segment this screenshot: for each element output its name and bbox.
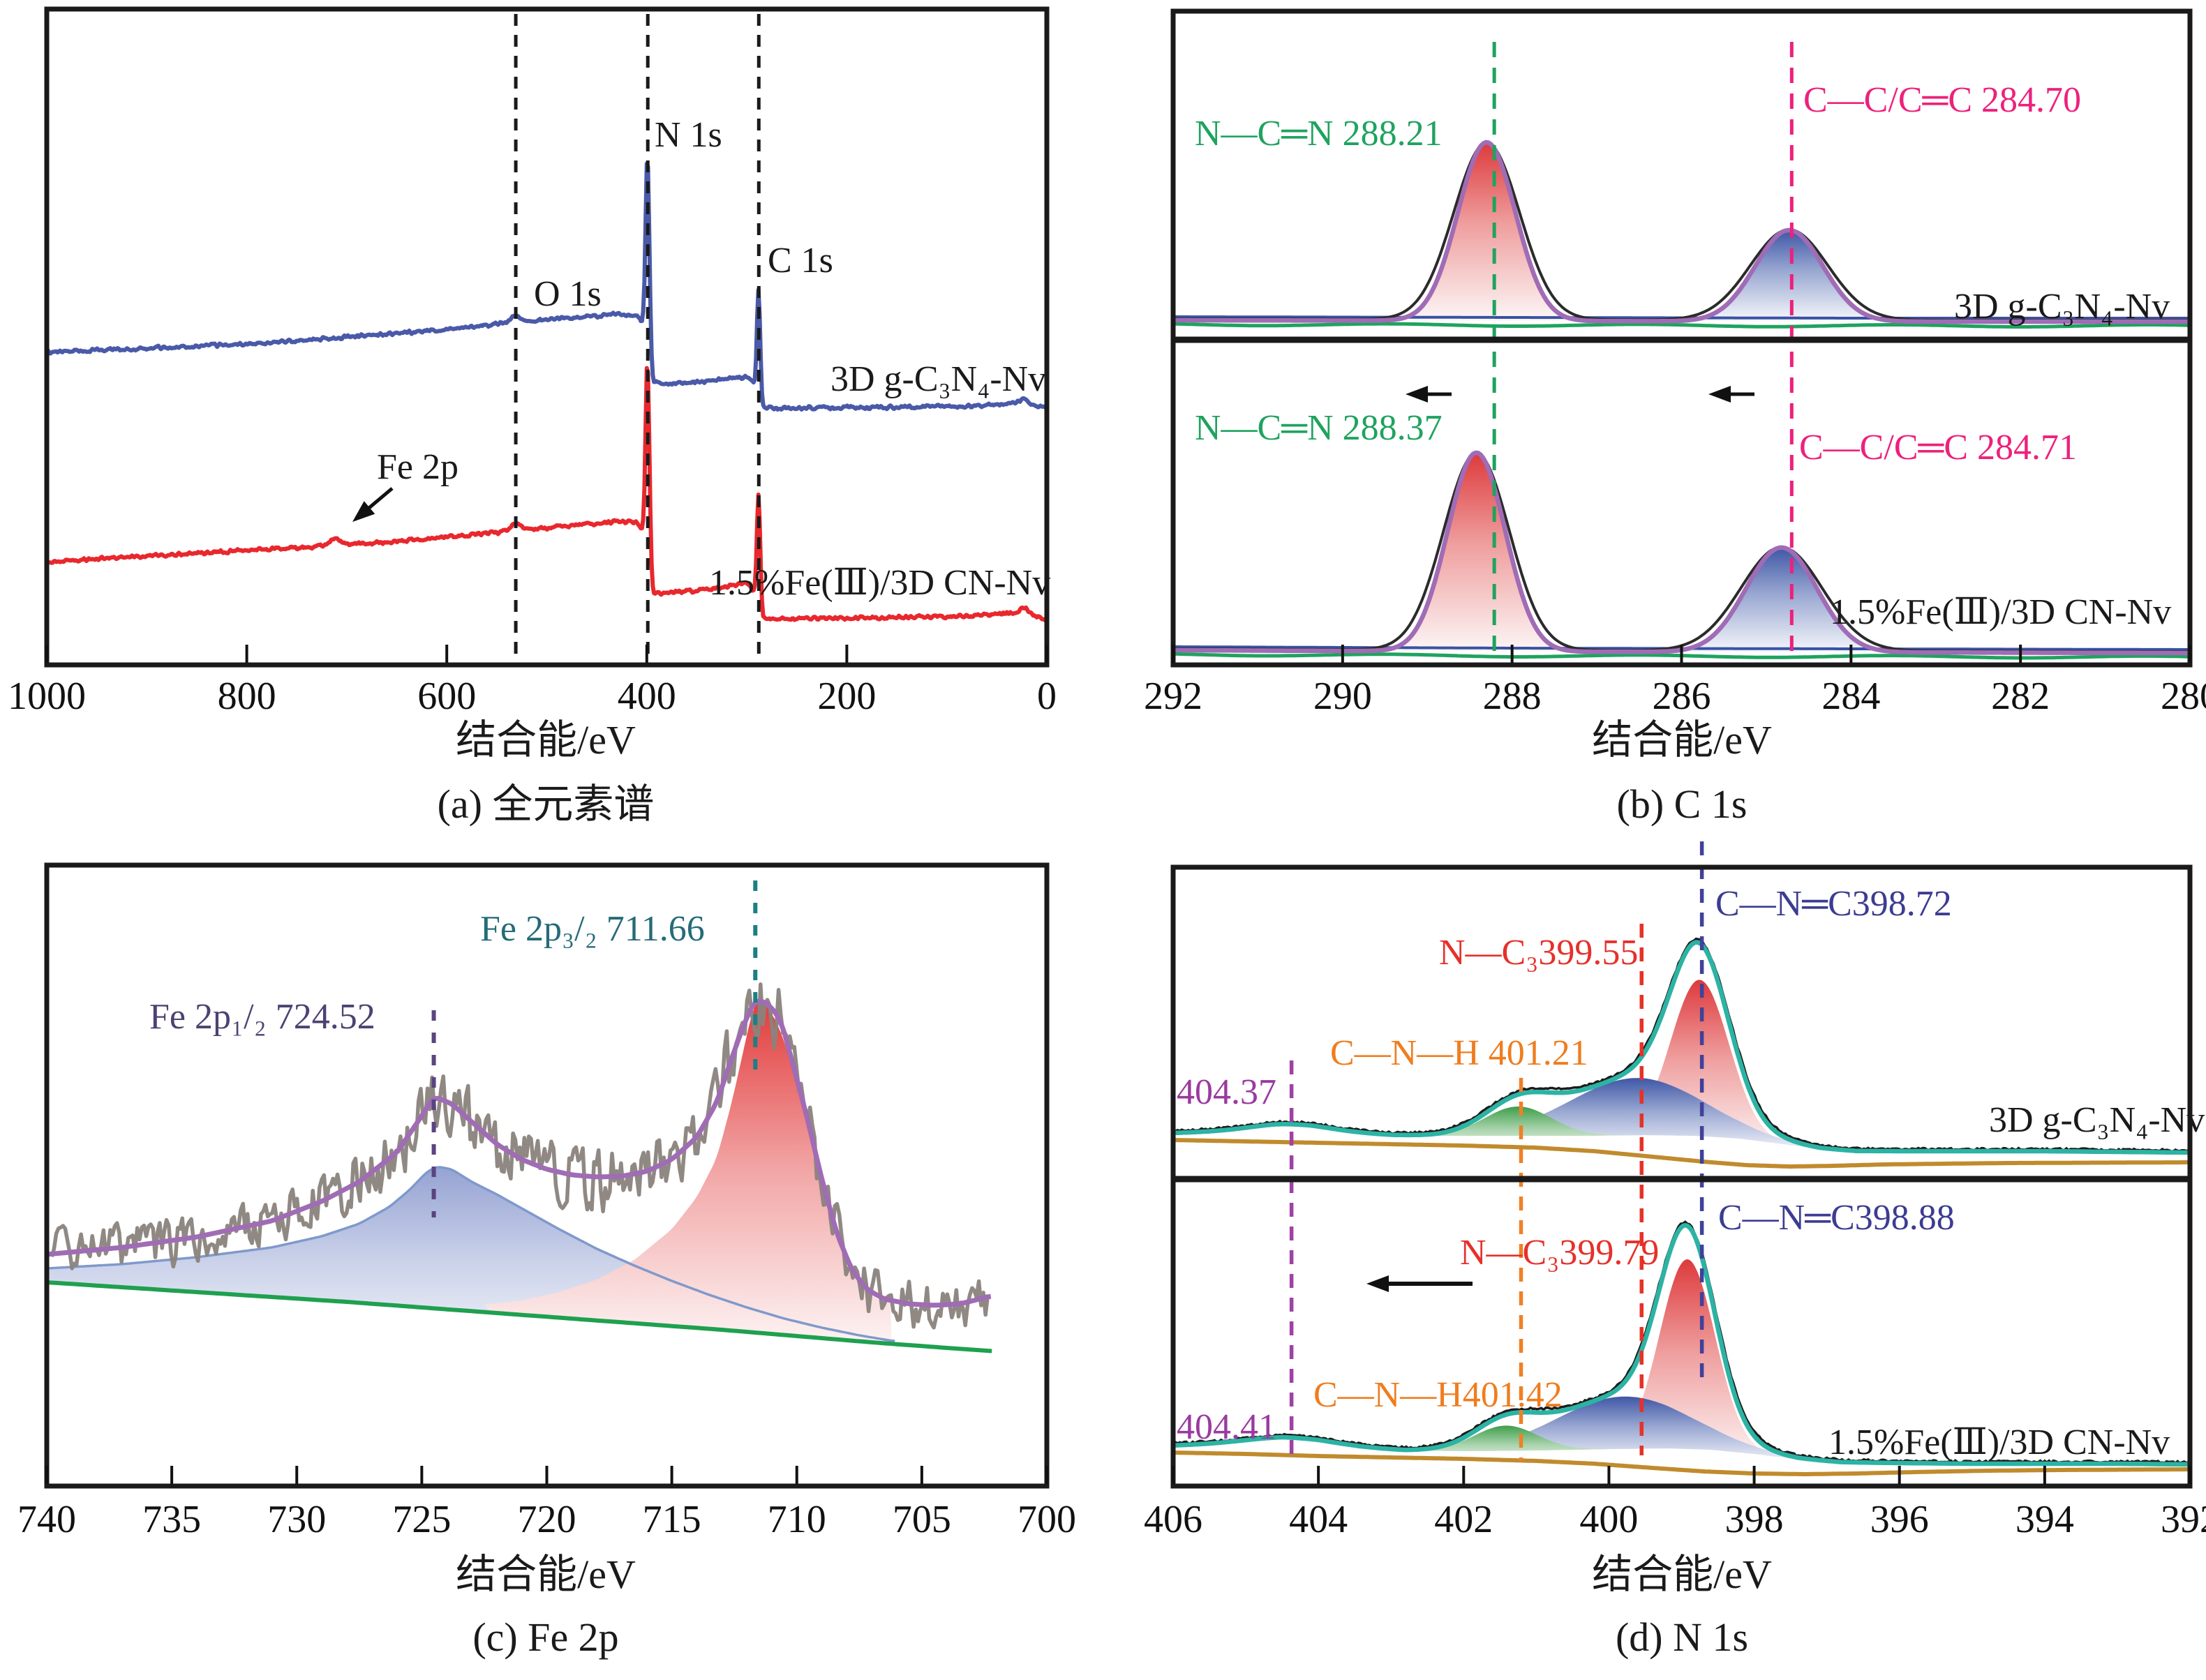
- x-tick-label: 292: [1144, 675, 1202, 718]
- x-tick-label: 286: [1652, 675, 1711, 718]
- x-tick-label: 800: [217, 675, 276, 718]
- sample-label-b-top: 3D g-C₃N₄-Nv: [1954, 287, 2170, 327]
- peak-label-sat-bot: 404.41: [1177, 1407, 1276, 1447]
- axis-label-d: 结合能/eV: [1592, 1552, 1772, 1597]
- x-tick-label: 730: [267, 1498, 327, 1541]
- x-tick-label: 400: [617, 675, 676, 718]
- x-tick-label: 280: [2161, 675, 2206, 718]
- x-tick-label: 0: [1037, 675, 1057, 718]
- x-tick-label: 725: [392, 1498, 452, 1541]
- x-tick-label: 398: [1724, 1498, 1784, 1541]
- sample-label-d-bot: 1.5%Fe(Ⅲ)/3D CN-Nv: [1828, 1423, 2170, 1462]
- x-tick-label: 394: [2015, 1498, 2074, 1541]
- axis-label-a: 结合能/eV: [456, 717, 636, 763]
- x-tick-label: 396: [1870, 1498, 1929, 1541]
- x-tick-label: 284: [1821, 675, 1881, 718]
- peak-label-fe2p32: Fe 2p₃/₂ 711.66: [480, 909, 705, 949]
- peak-label-nc3-top: N—C₃399.55: [1439, 933, 1639, 973]
- x-tick-label: 715: [642, 1498, 701, 1541]
- axis-label-b: 结合能/eV: [1592, 717, 1772, 763]
- caption-b: (b) C 1s: [1616, 781, 1747, 827]
- x-tick-label: 705: [892, 1498, 951, 1541]
- sample-label-d-top: 3D g-C₃N₄-Nv: [1989, 1100, 2205, 1140]
- x-tick-label: 600: [417, 675, 477, 718]
- x-tick-label: 700: [1018, 1498, 1076, 1541]
- x-tick-label: 735: [142, 1498, 202, 1541]
- peak-label-nc3-bot: N—C₃399.79: [1460, 1233, 1660, 1273]
- peak-label-cnc-bot: C—N═C398.88: [1718, 1198, 1955, 1238]
- peak-label-cnh-top: C—N—H 401.21: [1330, 1033, 1588, 1073]
- x-tick-label: 404: [1289, 1498, 1348, 1541]
- x-tick-label: 392: [2161, 1498, 2206, 1541]
- peak-label-cnh-bot: C—N—H401.42: [1313, 1375, 1563, 1415]
- x-tick-label: 740: [17, 1498, 76, 1541]
- x-tick-label: 400: [1579, 1498, 1639, 1541]
- x-tick-label: 406: [1144, 1498, 1202, 1541]
- peak-label-ncn-top: N—C═N 288.21: [1195, 114, 1443, 153]
- x-tick-label: 1000: [8, 675, 86, 718]
- peak-label-cc-top: C—C/C═C 284.70: [1803, 80, 2082, 120]
- peak-label-fe2p12: Fe 2p₁/₂ 724.52: [149, 997, 375, 1037]
- axis-label-c: 结合能/eV: [456, 1552, 636, 1597]
- x-tick-label: 720: [517, 1498, 576, 1541]
- peak-label-sat-top: 404.37: [1177, 1072, 1276, 1112]
- caption-a: (a) 全元素谱: [437, 781, 655, 827]
- peak-label-cnc-top: C—N═C398.72: [1715, 884, 1952, 924]
- series-label-gcn: 3D g-C₃N₄-Nv: [830, 359, 1047, 399]
- caption-d: (d) N 1s: [1615, 1614, 1749, 1660]
- peak-label-ncn-bot: N—C═N 288.37: [1195, 408, 1443, 448]
- series-label-fecn: 1.5%Fe(Ⅲ)/3D CN-Nv: [709, 563, 1051, 603]
- caption-c: (c) Fe 2p: [472, 1614, 619, 1660]
- sample-label-b-bot: 1.5%Fe(Ⅲ)/3D CN-Nv: [1830, 592, 2172, 632]
- x-tick-label: 402: [1434, 1498, 1493, 1541]
- x-tick-label: 282: [1991, 675, 2050, 718]
- x-tick-label: 290: [1313, 675, 1372, 718]
- peak-label-n1s: N 1s: [655, 115, 722, 155]
- peak-label-fe2p: Fe 2p: [377, 447, 459, 487]
- x-tick-label: 710: [767, 1498, 826, 1541]
- x-tick-label: 200: [817, 675, 877, 718]
- peak-label-c1s: C 1s: [768, 241, 833, 280]
- x-tick-label: 288: [1482, 675, 1542, 718]
- peak-label-o1s: O 1s: [534, 274, 602, 314]
- peak-label-cc-bot: C—C/C═C 284.71: [1799, 428, 2078, 467]
